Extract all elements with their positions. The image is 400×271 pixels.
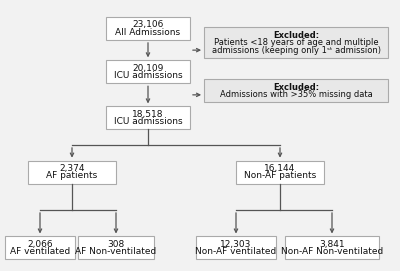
Text: ICU admissions: ICU admissions bbox=[114, 71, 182, 80]
FancyBboxPatch shape bbox=[106, 17, 190, 40]
Text: AF patients: AF patients bbox=[46, 171, 98, 180]
FancyBboxPatch shape bbox=[28, 160, 116, 184]
Text: 23,106: 23,106 bbox=[132, 20, 164, 29]
FancyBboxPatch shape bbox=[204, 27, 388, 59]
Text: Non-AF ventilated: Non-AF ventilated bbox=[195, 247, 277, 256]
Text: Excluded:: Excluded: bbox=[273, 83, 319, 92]
Text: AF Non-ventilated: AF Non-ventilated bbox=[75, 247, 157, 256]
Text: AF ventilated: AF ventilated bbox=[10, 247, 70, 256]
Text: 308: 308 bbox=[107, 240, 125, 249]
Text: 16,144: 16,144 bbox=[264, 164, 296, 173]
Text: 18,518: 18,518 bbox=[132, 109, 164, 119]
FancyBboxPatch shape bbox=[5, 236, 75, 260]
Text: 2,066: 2,066 bbox=[27, 240, 53, 249]
Text: 2,374: 2,374 bbox=[59, 164, 85, 173]
FancyBboxPatch shape bbox=[106, 107, 190, 130]
FancyBboxPatch shape bbox=[196, 236, 276, 260]
FancyBboxPatch shape bbox=[78, 236, 154, 260]
Text: admissions (keeping only 1ˢᵗ admission): admissions (keeping only 1ˢᵗ admission) bbox=[212, 46, 380, 55]
Text: 3,841: 3,841 bbox=[319, 240, 345, 249]
Text: Excluded:: Excluded: bbox=[273, 31, 319, 40]
FancyBboxPatch shape bbox=[106, 60, 190, 83]
Text: Non-AF Non-ventilated: Non-AF Non-ventilated bbox=[281, 247, 383, 256]
Text: Admissions with >35% missing data: Admissions with >35% missing data bbox=[220, 90, 372, 99]
Text: Non-AF patients: Non-AF patients bbox=[244, 171, 316, 180]
Text: 20,109: 20,109 bbox=[132, 63, 164, 73]
Text: Patients <18 years of age and multiple: Patients <18 years of age and multiple bbox=[214, 38, 378, 47]
FancyBboxPatch shape bbox=[236, 160, 324, 184]
FancyBboxPatch shape bbox=[204, 79, 388, 102]
Text: 12,303: 12,303 bbox=[220, 240, 252, 249]
Text: ICU admissions: ICU admissions bbox=[114, 117, 182, 126]
Text: All Admissions: All Admissions bbox=[116, 28, 180, 37]
FancyBboxPatch shape bbox=[285, 236, 379, 260]
